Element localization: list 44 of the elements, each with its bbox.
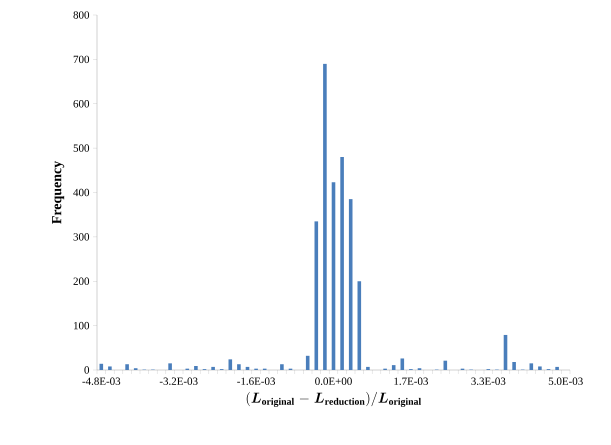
bar bbox=[530, 363, 534, 370]
bar bbox=[108, 366, 112, 370]
bar bbox=[512, 362, 516, 370]
bar bbox=[314, 221, 318, 370]
bar bbox=[168, 363, 172, 370]
x-axis-title: $\mathbf{(}\bm{L}_{\mathbf{original}}\mathbf{\;-\;}\bm{L}_{\mathbf{reduction}}\mathbf{)/}\bm{L}_{\mathbf{original}}$ bbox=[246, 392, 421, 407]
bar bbox=[323, 64, 327, 370]
bar bbox=[392, 365, 396, 370]
x-tick-label: 1.7E-03 bbox=[394, 378, 428, 385]
bar bbox=[340, 157, 344, 370]
y-tick-label: 800 bbox=[73, 11, 90, 19]
y-tick-label: 600 bbox=[74, 100, 90, 108]
y-tick-label: 500 bbox=[74, 144, 90, 152]
y-tick-label: 400 bbox=[73, 188, 90, 196]
bar bbox=[100, 364, 104, 370]
bar bbox=[400, 358, 404, 370]
bar bbox=[348, 199, 353, 370]
x-tick-label: 5.0E-03 bbox=[548, 378, 583, 385]
x-tick-label: -3.2E-03 bbox=[160, 378, 198, 385]
x-tick-label: -4.8E-03 bbox=[82, 378, 120, 385]
y-tick-label: 0 bbox=[84, 366, 90, 374]
y-tick-label: 100 bbox=[74, 322, 90, 330]
y-tick-label: 200 bbox=[74, 278, 90, 285]
bar bbox=[211, 366, 215, 370]
x-tick-label: 3.3E-03 bbox=[471, 378, 506, 385]
y-tick-label: 700 bbox=[74, 56, 90, 64]
bar bbox=[444, 360, 448, 370]
bar bbox=[366, 366, 370, 370]
bar bbox=[246, 366, 250, 370]
bar bbox=[194, 366, 198, 370]
bar bbox=[280, 364, 284, 370]
y-axis-title: Frequency bbox=[52, 160, 64, 224]
y-tick-label: 300 bbox=[74, 233, 90, 241]
bar bbox=[504, 334, 508, 370]
bar bbox=[228, 359, 232, 370]
bar bbox=[332, 182, 336, 370]
bar bbox=[237, 364, 241, 370]
bar bbox=[538, 366, 542, 370]
bar bbox=[555, 366, 559, 370]
x-tick-label: 0.0E+00 bbox=[315, 378, 352, 385]
x-tick-label: -1.6E-03 bbox=[237, 378, 275, 385]
bar bbox=[306, 356, 310, 370]
bar bbox=[125, 364, 129, 370]
bar bbox=[358, 281, 362, 370]
